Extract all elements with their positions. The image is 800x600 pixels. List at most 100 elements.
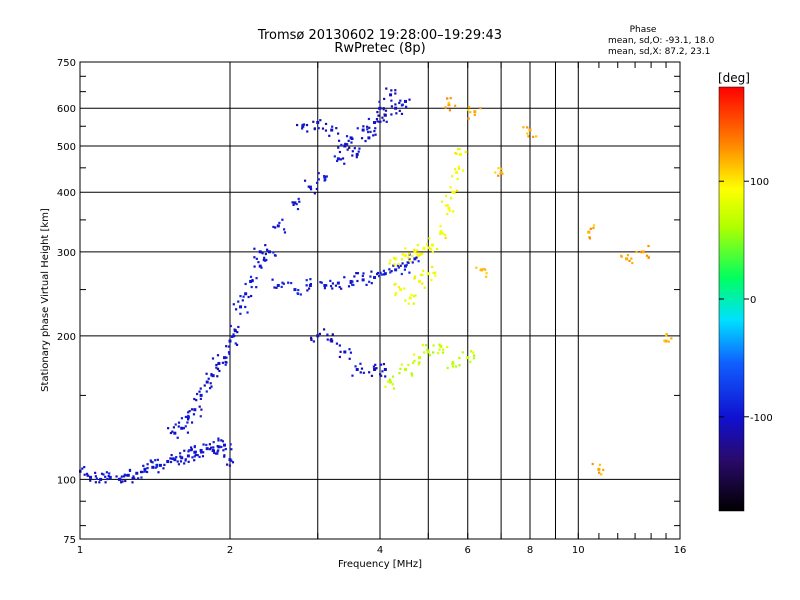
echo-point [162,467,165,470]
echo-point [444,236,447,239]
echo-point [399,99,402,102]
echo-point [451,365,455,368]
echo-point [132,475,135,478]
data-point [403,99,407,103]
echo-point [348,348,351,351]
echo-point [405,105,408,108]
y-tick-label: 400 [57,188,76,199]
echo-point [428,237,431,240]
echo-point [469,111,472,114]
echo-point [626,254,629,257]
echo-point [232,303,235,306]
echo-point [382,362,386,366]
echo-point [100,472,104,475]
echo-point [370,270,373,273]
echo-point [104,481,107,484]
data-point [355,152,359,156]
echo-point [205,443,208,447]
echo-point [297,197,300,200]
echo-point [94,475,97,478]
echo-point [444,204,448,207]
echo-point [337,146,340,149]
echo-point [172,426,176,429]
echo-point [391,383,394,386]
data-point [293,201,297,205]
colorbar-tick-label: 0 [750,295,756,306]
echo-point [261,252,264,255]
echo-point [430,278,433,282]
echo-point [349,351,353,354]
echo-point [128,468,132,472]
data-point [641,250,645,254]
echo-point [370,374,374,377]
echo-point [403,287,406,290]
echo-point [469,360,472,363]
echo-point [257,261,260,264]
echo-point [296,207,300,211]
echo-point [83,465,86,469]
echo-point [381,370,384,373]
echo-point [146,470,149,474]
echo-point [379,271,382,274]
x-tick-label: 2 [227,545,233,556]
echo-point [242,295,245,298]
echo-point [156,458,159,461]
echo-point [369,130,372,133]
echo-point [180,417,184,420]
echo-point [263,256,266,259]
echo-point [382,107,385,110]
echo-point [630,257,633,260]
echo-point [255,286,258,289]
echo-point [75,466,77,468]
echo-point [209,382,212,385]
echo-point [434,271,437,274]
echo-point [239,312,242,315]
echo-point [195,399,198,402]
echo-point [262,259,265,262]
data-point [244,292,248,296]
x-tick-label: 16 [674,545,687,556]
echo-point [237,325,240,329]
echo-point [139,470,143,473]
echo-point [422,351,426,354]
echo-point [377,107,381,110]
echo-point [497,167,500,170]
data-point [205,447,209,451]
data-point [308,283,312,287]
echo-point [343,162,346,165]
data-point [361,278,365,282]
echo-point [299,293,302,296]
echo-point [312,120,315,123]
echo-point [367,117,371,121]
echo-point [166,460,169,463]
echo-point [193,397,196,401]
echo-point [183,462,186,465]
echo-point [407,302,410,305]
echo-point [639,250,643,254]
echo-point [283,231,287,234]
data-point [336,157,340,161]
echo-point [362,125,365,128]
echo-point [191,456,194,459]
echo-point [591,462,594,466]
series-points [271,253,420,296]
echo-point [133,477,136,480]
data-point [355,367,359,371]
series-points [253,98,411,260]
echo-point [394,293,397,297]
series-points [75,437,235,484]
echo-point [340,143,343,146]
echo-point [124,474,128,477]
data-point [383,272,387,276]
echo-point [391,375,395,378]
echo-point [373,129,376,133]
echo-point [309,278,312,281]
data-point [143,467,147,471]
echo-point [216,450,219,453]
data-point [408,296,412,300]
echo-point [85,472,89,475]
echo-point [588,236,591,239]
echo-point [193,445,196,449]
echo-point [414,294,417,297]
echo-point [393,283,396,286]
